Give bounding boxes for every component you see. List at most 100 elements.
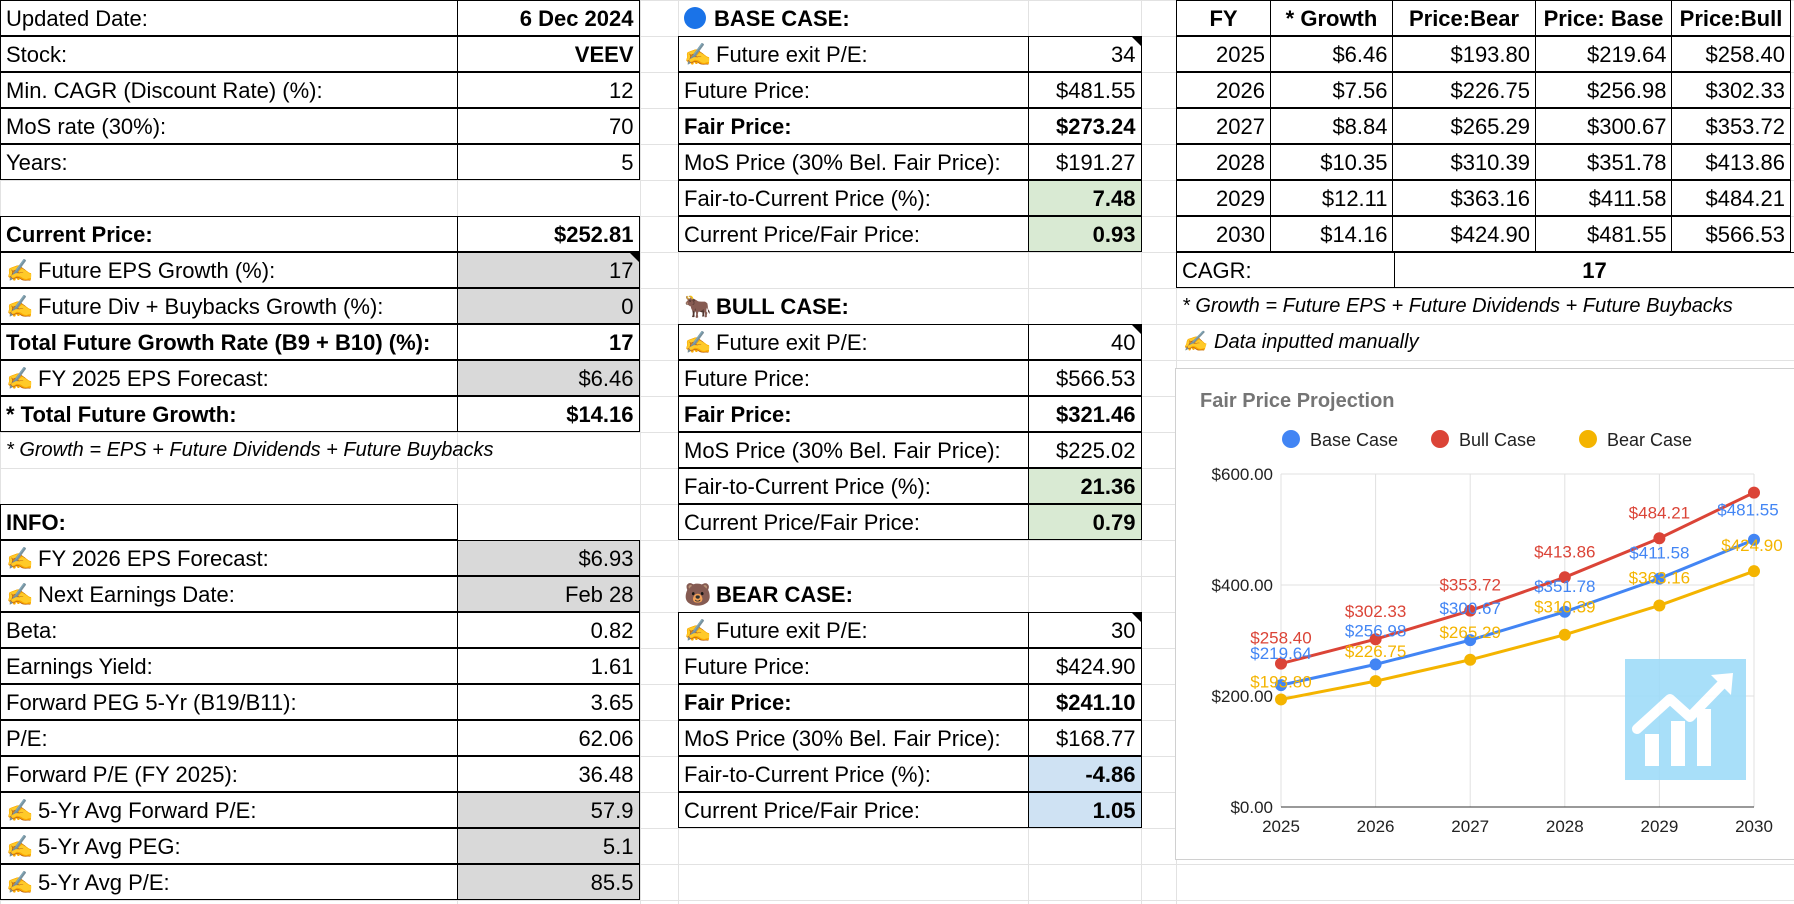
bull-case-label: MoS Price (30% Bel. Fair Price):: [678, 432, 1029, 468]
info-value-cell[interactable]: 36.48: [456, 756, 640, 792]
info-value-cell[interactable]: 3.65: [456, 684, 640, 720]
info-value-cell[interactable]: 0.82: [456, 612, 640, 648]
input-value-cell[interactable]: 5: [456, 144, 640, 180]
base-case-value[interactable]: 34: [1027, 36, 1142, 72]
info-value-cell[interactable]: 1.61: [456, 648, 640, 684]
base-case-value[interactable]: $481.55: [1027, 72, 1142, 108]
bear-case-value[interactable]: $241.10: [1027, 684, 1142, 720]
sheet-row: Updated Date: 6 Dec 2024: [0, 0, 640, 36]
bull-case-value[interactable]: $321.46: [1027, 396, 1142, 432]
writing-hand-icon: ✍️: [6, 798, 34, 823]
projection-cell[interactable]: 2026: [1176, 72, 1271, 108]
projection-cell[interactable]: $193.80: [1392, 36, 1536, 72]
projection-cell[interactable]: $353.72: [1671, 108, 1791, 144]
current-price-value[interactable]: $252.81: [456, 216, 640, 252]
data-point[interactable]: [1464, 634, 1477, 647]
input-value-cell[interactable]: 70: [456, 108, 640, 144]
projection-cell[interactable]: $481.55: [1534, 216, 1673, 252]
x-tick-label: 2026: [1357, 817, 1395, 836]
data-point[interactable]: [1748, 486, 1760, 499]
bear-case-value[interactable]: -4.86: [1027, 756, 1142, 792]
projection-cell[interactable]: $411.58: [1534, 180, 1673, 216]
bear-case-value[interactable]: 30: [1027, 612, 1142, 648]
data-point[interactable]: [1653, 532, 1666, 545]
data-point[interactable]: [1369, 633, 1382, 646]
projection-cell[interactable]: $351.78: [1534, 144, 1673, 180]
info-value-cell[interactable]: 85.5: [456, 864, 640, 900]
projection-cell[interactable]: $258.40: [1671, 36, 1791, 72]
div-growth-input[interactable]: 0: [456, 288, 640, 324]
info-value-cell[interactable]: Feb 28: [456, 576, 640, 612]
projection-cell[interactable]: $256.98: [1534, 72, 1673, 108]
data-point[interactable]: [1369, 675, 1382, 688]
total-growth-value[interactable]: $14.16: [456, 396, 640, 432]
projection-cell[interactable]: $226.75: [1392, 72, 1536, 108]
cagr-value[interactable]: 17: [1393, 252, 1794, 288]
projection-cell[interactable]: 2029: [1176, 180, 1271, 216]
input-label: Years:: [0, 144, 458, 180]
projection-cell[interactable]: 2027: [1176, 108, 1271, 144]
projection-cell[interactable]: $363.16: [1392, 180, 1536, 216]
projection-cell[interactable]: $14.16: [1269, 216, 1394, 252]
base-case-value[interactable]: 0.93: [1027, 216, 1142, 252]
total-growth-rate-value[interactable]: 17: [456, 324, 640, 360]
projection-cell[interactable]: $424.90: [1392, 216, 1536, 252]
projection-cell[interactable]: $302.33: [1671, 72, 1791, 108]
data-point[interactable]: [1464, 604, 1477, 617]
projection-cell[interactable]: $219.64: [1534, 36, 1673, 72]
base-case-value[interactable]: 7.48: [1027, 180, 1142, 216]
sheet-row: Current Price/Fair Price: 1.05: [678, 792, 1142, 828]
data-point[interactable]: [1558, 605, 1571, 618]
eps-growth-input[interactable]: 17: [456, 252, 640, 288]
base-case-value[interactable]: $191.27: [1027, 144, 1142, 180]
sheet-row: Fair-to-Current Price (%): 21.36: [678, 468, 1142, 504]
data-point[interactable]: [1275, 693, 1287, 706]
bear-case-label: Fair Price:: [678, 684, 1029, 720]
projection-cell[interactable]: $300.67: [1534, 108, 1673, 144]
cell-label-text: FY 2026 EPS Forecast:: [38, 546, 269, 571]
projection-cell[interactable]: $12.11: [1269, 180, 1394, 216]
projection-cell[interactable]: $10.35: [1269, 144, 1394, 180]
bull-case-value[interactable]: $225.02: [1027, 432, 1142, 468]
data-point[interactable]: [1275, 679, 1287, 692]
projection-cell[interactable]: $8.84: [1269, 108, 1394, 144]
projection-cell[interactable]: $484.21: [1671, 180, 1791, 216]
projection-cell[interactable]: $7.56: [1269, 72, 1394, 108]
input-value-cell[interactable]: 12: [456, 72, 640, 108]
projection-cell[interactable]: 2030: [1176, 216, 1271, 252]
bear-case-label: MoS Price (30% Bel. Fair Price):: [678, 720, 1029, 756]
projection-cell[interactable]: 2028: [1176, 144, 1271, 180]
data-point[interactable]: [1748, 533, 1760, 546]
data-point[interactable]: [1653, 572, 1666, 585]
data-point[interactable]: [1558, 628, 1571, 641]
bull-case-value[interactable]: 40: [1027, 324, 1142, 360]
bull-case-value[interactable]: 21.36: [1027, 468, 1142, 504]
data-point[interactable]: [1275, 657, 1287, 670]
projection-cell[interactable]: $566.53: [1671, 216, 1791, 252]
info-value-cell[interactable]: 57.9: [456, 792, 640, 828]
info-value-cell[interactable]: 62.06: [456, 720, 640, 756]
input-value-cell[interactable]: VEEV: [456, 36, 640, 72]
projection-cell[interactable]: $265.29: [1392, 108, 1536, 144]
base-case-value[interactable]: $273.24: [1027, 108, 1142, 144]
bull-case-value[interactable]: 0.79: [1027, 504, 1142, 540]
data-point[interactable]: [1653, 599, 1666, 612]
bull-case-value[interactable]: $566.53: [1027, 360, 1142, 396]
bear-case-value[interactable]: 1.05: [1027, 792, 1142, 828]
bear-case-value[interactable]: $168.77: [1027, 720, 1142, 756]
info-value-cell[interactable]: $6.93: [456, 540, 640, 576]
bear-case-value[interactable]: $424.90: [1027, 648, 1142, 684]
projection-cell[interactable]: $413.86: [1671, 144, 1791, 180]
info-value-cell[interactable]: 5.1: [456, 828, 640, 864]
legend-marker: [1431, 430, 1449, 448]
data-point[interactable]: [1558, 571, 1571, 584]
fair-price-chart[interactable]: Fair Price Projection Base Case Bull Case B…: [1175, 368, 1794, 860]
projection-cell[interactable]: 2025: [1176, 36, 1271, 72]
data-point[interactable]: [1369, 658, 1382, 671]
data-point[interactable]: [1464, 653, 1477, 666]
projection-cell[interactable]: $6.46: [1269, 36, 1394, 72]
eps-forecast-input[interactable]: $6.46: [456, 360, 640, 396]
input-value-cell[interactable]: 6 Dec 2024: [456, 0, 640, 36]
projection-cell[interactable]: $310.39: [1392, 144, 1536, 180]
data-point[interactable]: [1748, 565, 1760, 578]
